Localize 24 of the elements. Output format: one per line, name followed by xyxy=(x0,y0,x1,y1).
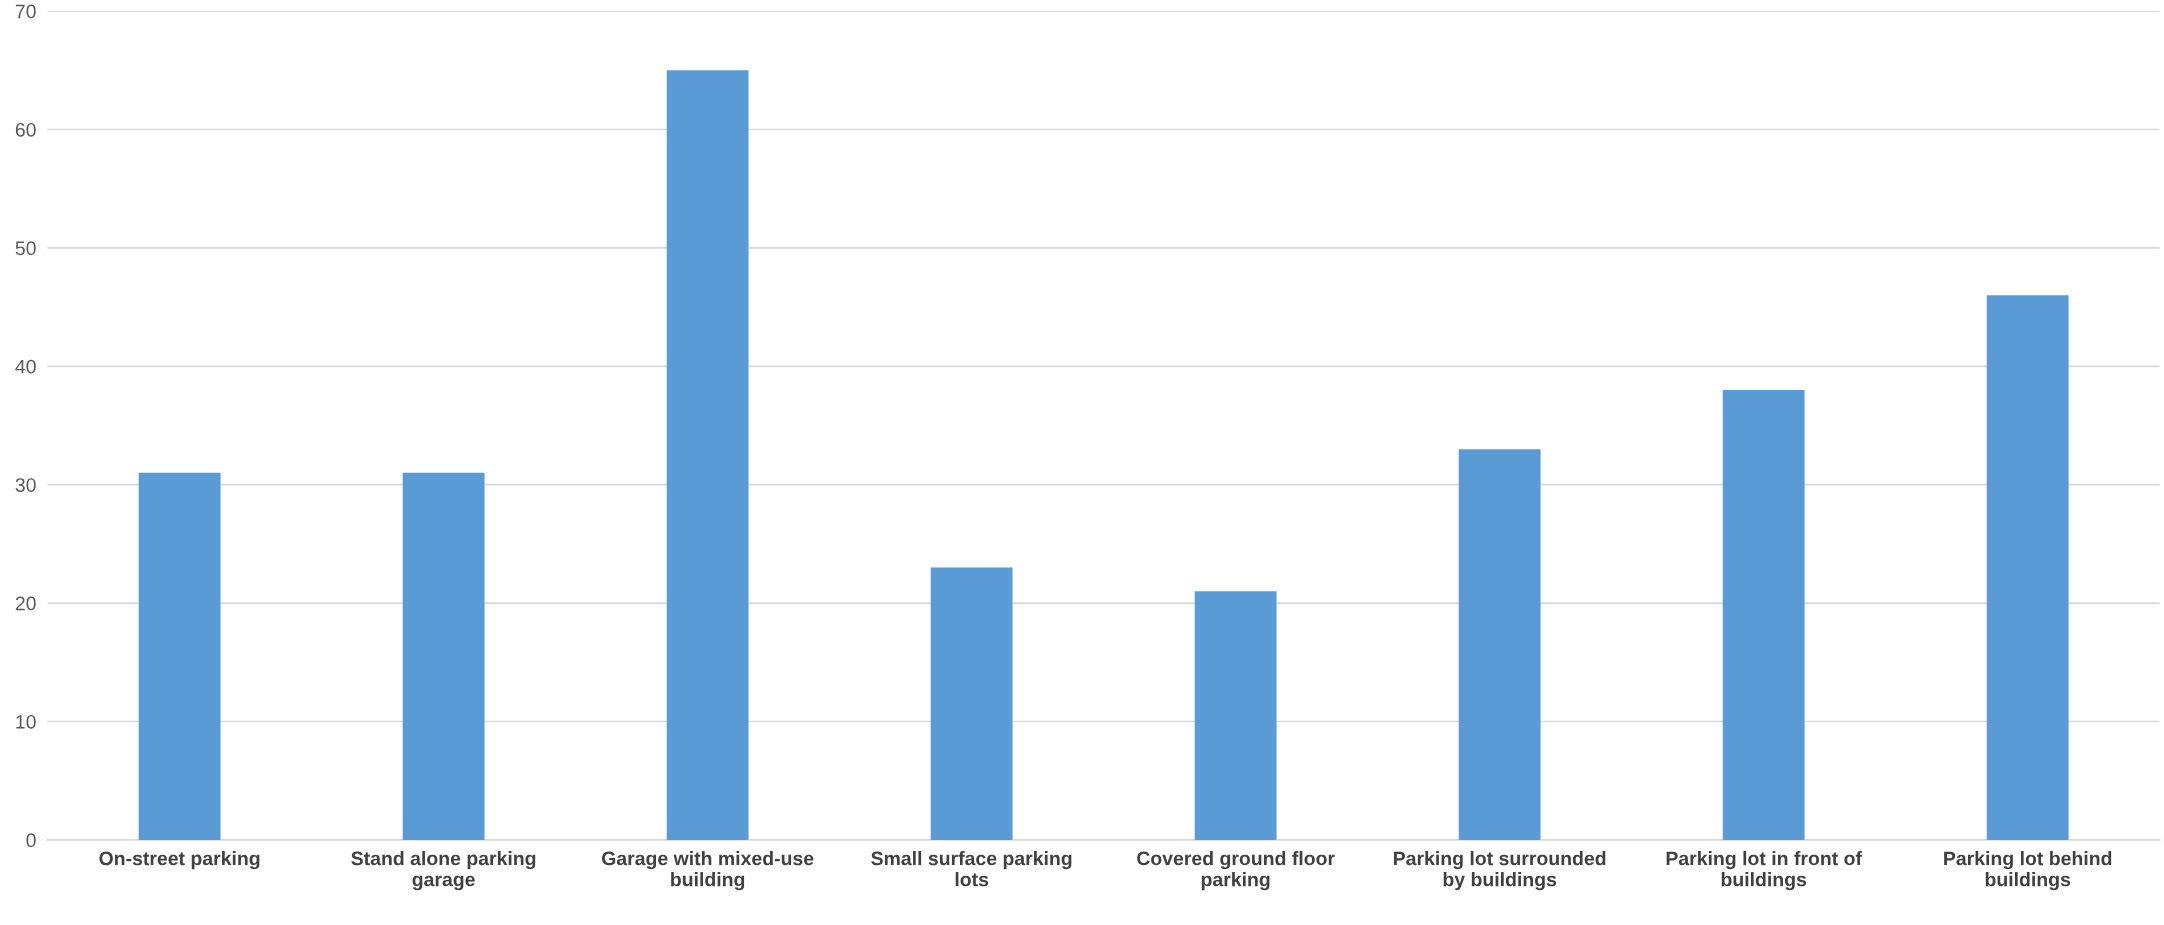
x-tick-label: Covered ground floor parking xyxy=(1137,851,1335,891)
x-tick-label: Small surface parking lots xyxy=(871,851,1072,887)
bar xyxy=(1986,295,2069,840)
x-tick-label: On-street parking xyxy=(99,851,260,870)
y-tick-label: 70 xyxy=(15,4,36,19)
x-tick-label: Stand alone parking garage xyxy=(351,851,536,891)
bar xyxy=(930,567,1013,840)
y-tick-label: 40 xyxy=(15,359,36,374)
x-tick-label: Garage with mixed-use building xyxy=(602,851,814,891)
y-tick-label: 60 xyxy=(15,122,36,137)
bar xyxy=(1458,449,1541,840)
bar xyxy=(1722,389,1805,840)
y-tick-label: 30 xyxy=(15,478,36,492)
y-tick-label: 10 xyxy=(16,714,36,729)
bar xyxy=(402,472,485,840)
x-tick-label: Parking lot surrounded by buildings xyxy=(1394,851,1606,891)
y-tick-label: 50 xyxy=(15,241,36,256)
bar xyxy=(138,472,221,840)
x-tick-label: Parking lot behind buildings xyxy=(1944,851,2112,891)
bar xyxy=(1194,591,1277,840)
bar xyxy=(666,70,749,840)
y-tick-label: 20 xyxy=(15,596,36,611)
y-tick-label: 0 xyxy=(26,833,36,848)
x-tick-label: Parking lot in front of buildings xyxy=(1666,851,1862,891)
